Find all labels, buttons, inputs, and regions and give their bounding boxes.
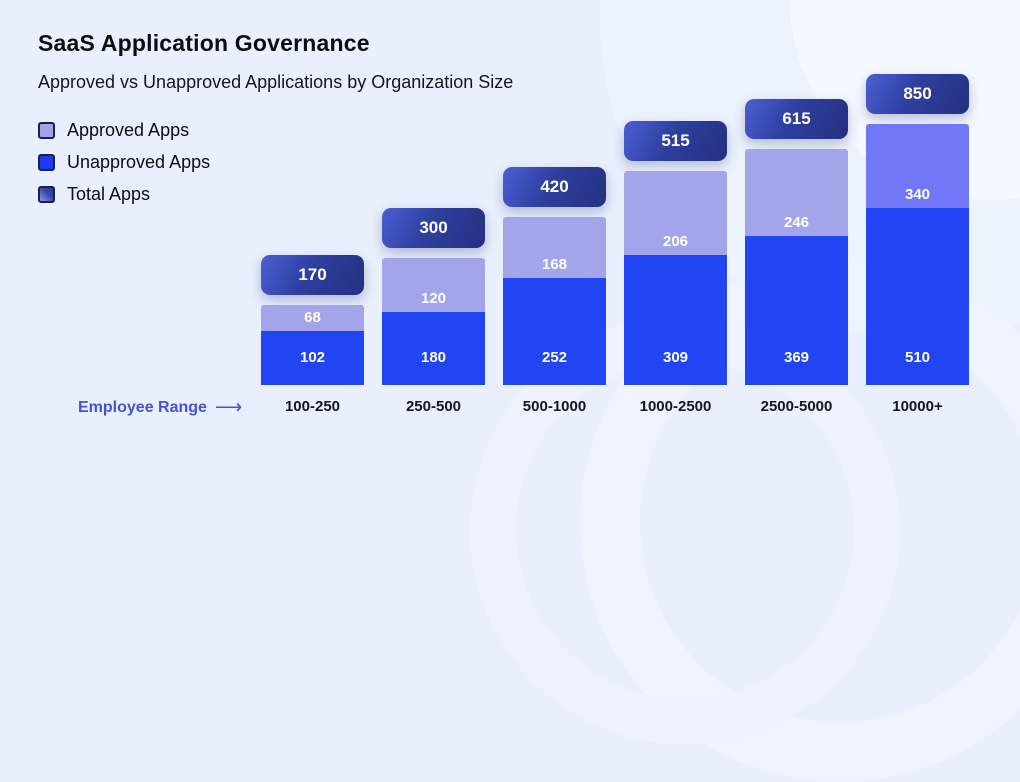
x-axis-labels: 100-250 250-500 500-1000 1000-2500 2500-…	[261, 398, 969, 415]
approved-segment: 168	[503, 217, 606, 278]
approved-segment: 206	[624, 171, 727, 255]
bar-column-10000plus: 850 340 510	[866, 74, 969, 385]
legend-item-unapproved: Unapproved Apps	[38, 152, 210, 173]
total-badge: 615	[745, 99, 848, 139]
total-badge: 850	[866, 74, 969, 114]
x-tick-label: 250-500	[405, 398, 462, 415]
x-tick-label: 2500-5000	[760, 398, 833, 415]
legend: Approved Apps Unapproved Apps Total Apps	[38, 120, 210, 205]
approved-value: 340	[904, 186, 931, 203]
page-title: SaaS Application Governance	[38, 30, 370, 56]
chart-canvas: SaaS Application Governance Approved vs …	[38, 30, 969, 418]
total-badge: 515	[624, 121, 727, 161]
approved-swatch-icon	[38, 122, 55, 139]
legend-label: Approved Apps	[67, 120, 190, 140]
right-arrow-icon: ⟶	[214, 397, 243, 418]
legend-label: Unapproved Apps	[67, 152, 211, 172]
approved-value: 168	[541, 256, 568, 273]
bar-column-2500-5000: 615 246 369	[745, 99, 848, 385]
total-badge: 420	[503, 167, 606, 207]
approved-value: 68	[304, 309, 321, 326]
unapproved-value: 369	[783, 349, 810, 366]
approved-segment: 340	[866, 124, 969, 208]
x-tick-label: 100-250	[284, 398, 341, 415]
bar-column-500-1000: 420 168 252	[503, 167, 606, 385]
unapproved-swatch-icon	[38, 154, 55, 171]
total-badge: 170	[261, 255, 364, 295]
legend-item-total: Total Apps	[38, 184, 210, 205]
approved-segment: 68	[261, 305, 364, 331]
unapproved-segment: 102	[261, 331, 364, 385]
legend-label: Total Apps	[67, 184, 151, 204]
x-tick-label: 500-1000	[522, 398, 587, 415]
approved-value: 246	[783, 214, 810, 231]
unapproved-segment: 510	[866, 208, 969, 385]
unapproved-value: 102	[299, 349, 326, 366]
unapproved-segment: 369	[745, 236, 848, 385]
x-axis-title-text: Employee Range	[78, 399, 207, 416]
x-tick-label: 10000+	[892, 398, 943, 415]
approved-segment: 246	[745, 149, 848, 236]
unapproved-value: 180	[420, 349, 447, 366]
x-axis-title: Employee Range ⟶	[78, 397, 243, 418]
approved-segment: 120	[382, 258, 485, 312]
bar-column-250-500: 300 120 180	[382, 208, 485, 385]
bar-chart: 170 68 102 300 120 180 420 168 252	[261, 74, 969, 385]
unapproved-segment: 252	[503, 278, 606, 385]
x-tick-label: 1000-2500	[639, 398, 712, 415]
unapproved-value: 252	[541, 349, 568, 366]
total-badge: 300	[382, 208, 485, 248]
total-swatch-icon	[38, 186, 55, 203]
page-subtitle: Approved vs Unapproved Applications by O…	[38, 72, 514, 92]
unapproved-segment: 309	[624, 255, 727, 385]
legend-item-approved: Approved Apps	[38, 120, 210, 141]
unapproved-value: 309	[662, 349, 689, 366]
unapproved-value: 510	[904, 349, 931, 366]
bar-column-100-250: 170 68 102	[261, 255, 364, 385]
approved-value: 120	[420, 290, 447, 307]
approved-value: 206	[662, 233, 689, 250]
unapproved-segment: 180	[382, 312, 485, 385]
bar-column-1000-2500: 515 206 309	[624, 121, 727, 385]
